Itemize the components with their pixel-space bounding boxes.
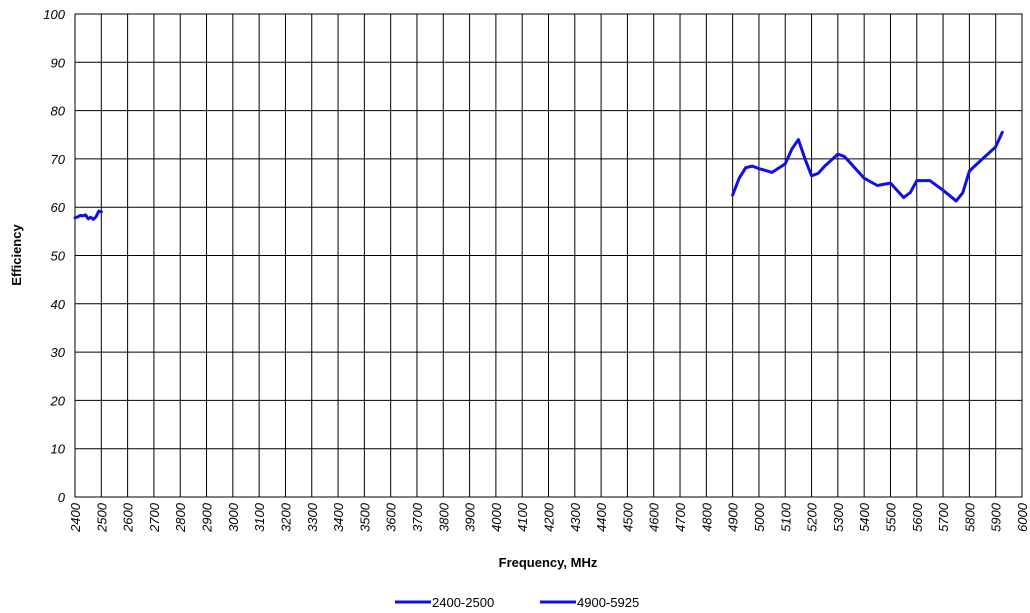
x-tick-label: 4100 [515, 502, 530, 532]
x-tick-label: 5200 [805, 502, 820, 532]
x-tick-label: 2400 [68, 502, 83, 533]
x-tick-label: 4400 [594, 502, 609, 532]
y-tick-label: 0 [58, 490, 66, 505]
x-tick-label: 3200 [278, 502, 293, 532]
x-tick-label: 2600 [121, 502, 136, 533]
x-tick-label: 3400 [331, 502, 346, 532]
series-line [73, 209, 103, 221]
x-tick-label: 5300 [831, 502, 846, 532]
x-tick-label: 5600 [910, 502, 925, 532]
x-tick-label: 2900 [200, 502, 215, 533]
x-tick-label: 4800 [699, 502, 714, 532]
x-tick-label: 5000 [752, 502, 767, 532]
y-tick-label: 90 [51, 55, 66, 70]
x-tick-label: 5500 [883, 502, 898, 532]
y-tick-label: 60 [51, 200, 66, 215]
x-tick-label: 2700 [147, 502, 162, 533]
x-tick-label: 5400 [857, 502, 872, 532]
x-tick-label: 4700 [673, 502, 688, 532]
x-tick-label: 5700 [936, 502, 951, 532]
y-tick-label: 50 [51, 249, 66, 264]
x-tick-label: 3500 [357, 502, 372, 532]
y-tick-label: 100 [43, 7, 65, 22]
y-tick-label: 40 [51, 297, 66, 312]
x-tick-label: 4000 [489, 502, 504, 532]
x-axis-label: Frequency, MHz [499, 555, 598, 570]
plot-area [74, 13, 1023, 498]
x-tick-label: 4300 [568, 502, 583, 532]
x-tick-label: 2500 [94, 502, 109, 533]
x-tick-label: 5100 [778, 502, 793, 532]
x-tick-label: 4200 [542, 502, 557, 532]
x-tick-label: 5800 [962, 502, 977, 532]
x-tick-label: 3000 [226, 502, 241, 532]
legend-label: 4900-5925 [577, 595, 639, 610]
x-tick-label: 4900 [726, 502, 741, 532]
x-tick-label: 3100 [252, 502, 267, 532]
x-tick-label: 2800 [173, 502, 188, 533]
y-axis-label: Efficiency [9, 224, 24, 286]
x-tick-label: 3600 [384, 502, 399, 532]
x-tick-label: 3700 [410, 502, 425, 532]
y-tick-label: 30 [51, 345, 66, 360]
x-tick-label: 3900 [463, 502, 478, 532]
x-tick-label: 3800 [436, 502, 451, 532]
y-tick-label: 20 [50, 393, 66, 408]
x-tick-label: 4600 [647, 502, 662, 532]
y-tick-label: 10 [51, 442, 66, 457]
x-tick-label: 6000 [1015, 502, 1030, 532]
series-line [731, 130, 1004, 203]
legend-label: 2400-2500 [432, 595, 494, 610]
x-tick-label: 3300 [305, 502, 320, 532]
y-tick-label: 70 [51, 152, 66, 167]
x-tick-label: 4500 [620, 502, 635, 532]
x-tick-label: 5900 [989, 502, 1004, 532]
y-tick-label: 80 [51, 104, 66, 119]
